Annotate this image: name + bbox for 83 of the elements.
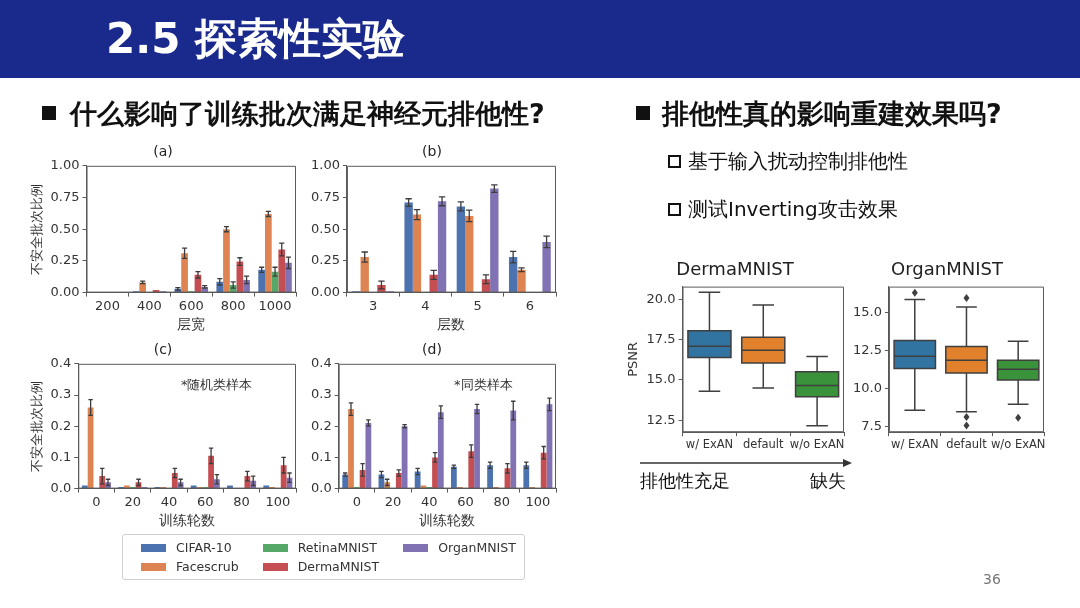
y-tick-label: 0.00 [310, 283, 340, 299]
text: 排他性充足 [640, 469, 730, 493]
y-tick-label: 0.3 [50, 386, 72, 402]
y-tick-label: 0.1 [50, 448, 72, 464]
y-tick-label: 7.5 [861, 417, 882, 433]
y-tick-label: 10.0 [852, 379, 882, 395]
text: 2.5 探索性实验 [106, 14, 406, 64]
x-tick-label: 5 [473, 297, 482, 313]
x-tick-label: 0 [352, 493, 361, 509]
x-tick-label: 40 [160, 493, 178, 509]
y-tick-label: 12.5 [852, 341, 882, 357]
annotation: *随机类样本 [180, 377, 253, 393]
legend-label: CIFAR-10 [176, 540, 232, 555]
y-tick-label: 0.0 [310, 479, 332, 495]
x-axis-title: 训练轮数 [159, 512, 216, 529]
y-tick-label: 0.2 [310, 417, 332, 433]
text: 测试Inverting攻击效果 [688, 196, 898, 222]
text: 基于输入扰动控制排他性 [688, 148, 908, 174]
y-tick-label: 0.1 [310, 448, 332, 464]
y-tick-label: 17.5 [646, 331, 676, 347]
y-tick-label: 15.0 [852, 303, 882, 319]
chart-title: DermaMNIST [676, 258, 795, 280]
x-tick-label: 800 [220, 297, 246, 313]
chart-title: (b) [422, 143, 442, 160]
x-tick-label: 80 [493, 493, 510, 509]
y-tick-label: 0.75 [310, 188, 340, 204]
y-axis-title: PSNR [625, 341, 641, 377]
y-tick-label: 1.00 [310, 157, 340, 173]
x-tick-label: w/o ExAN [990, 437, 1046, 452]
legend-label: RetinaMNIST [297, 540, 377, 555]
y-tick-label: 0.2 [50, 417, 72, 433]
x-tick-label: 80 [233, 493, 250, 509]
x-tick-label: 100 [265, 493, 291, 509]
y-tick-label: 0.00 [50, 283, 80, 299]
y-tick-label: 0.4 [50, 355, 72, 371]
x-tick-label: 20 [124, 493, 141, 509]
x-tick-label: 6 [525, 297, 535, 313]
x-axis-title: 层宽 [177, 316, 206, 333]
x-tick-label: 3 [368, 297, 378, 313]
x-tick-label: 200 [95, 297, 120, 313]
annotation: *同类样本 [454, 377, 513, 393]
y-tick-label: 0.4 [310, 355, 332, 371]
x-tick-label: 60 [457, 493, 474, 509]
y-axis-title: 不安全批次比例 [29, 380, 45, 472]
y-tick-label: 0.50 [50, 220, 80, 236]
y-tick-label: 20.0 [646, 290, 676, 306]
x-tick-label: 60 [197, 493, 214, 509]
y-tick-label: 12.5 [646, 411, 676, 427]
y-tick-label: 0.50 [310, 220, 340, 236]
y-tick-label: 0.25 [50, 252, 80, 268]
x-tick-label: 0 [92, 493, 101, 509]
x-tick-label: 400 [136, 297, 162, 313]
x-tick-label: 40 [420, 493, 438, 509]
y-tick-label: 0.3 [310, 386, 332, 402]
x-axis-title: 训练轮数 [419, 512, 476, 529]
chart-title: (c) [153, 341, 173, 358]
x-tick-label: 20 [384, 493, 402, 509]
text: 排他性真的影响重建效果吗? [662, 97, 1002, 130]
y-tick-label: 1.00 [50, 157, 80, 173]
y-tick-label: 0.25 [310, 252, 340, 268]
x-tick-label: default [743, 437, 784, 452]
x-tick-label: default [946, 437, 988, 452]
text: 缺失 [810, 469, 846, 493]
legend-label: Facescrub [176, 559, 239, 574]
text: 什么影响了训练批次满足神经元排他性? [70, 97, 545, 130]
x-tick-label: 4 [421, 297, 430, 313]
legend-label: DermaMNIST [297, 559, 380, 574]
y-tick-label: 0.0 [50, 479, 72, 495]
x-tick-label: w/o ExAN [789, 437, 845, 452]
x-axis-title: 层数 [437, 316, 466, 333]
y-tick-label: 0.75 [50, 188, 80, 204]
x-tick-label: 1000 [258, 297, 292, 313]
y-axis-title: 不安全批次比例 [29, 183, 45, 275]
chart-title: (d) [422, 341, 442, 358]
x-tick-label: 100 [525, 493, 551, 509]
legend-label: OrganMNIST [438, 540, 516, 555]
chart-title: OrganMNIST [891, 258, 1004, 280]
chart-title: (a) [153, 143, 173, 160]
x-tick-label: w/ ExAN [685, 437, 734, 452]
text: 36 [983, 570, 1001, 589]
y-tick-label: 15.0 [646, 371, 676, 387]
x-tick-label: 600 [178, 297, 204, 313]
x-tick-label: w/ ExAN [891, 437, 939, 452]
